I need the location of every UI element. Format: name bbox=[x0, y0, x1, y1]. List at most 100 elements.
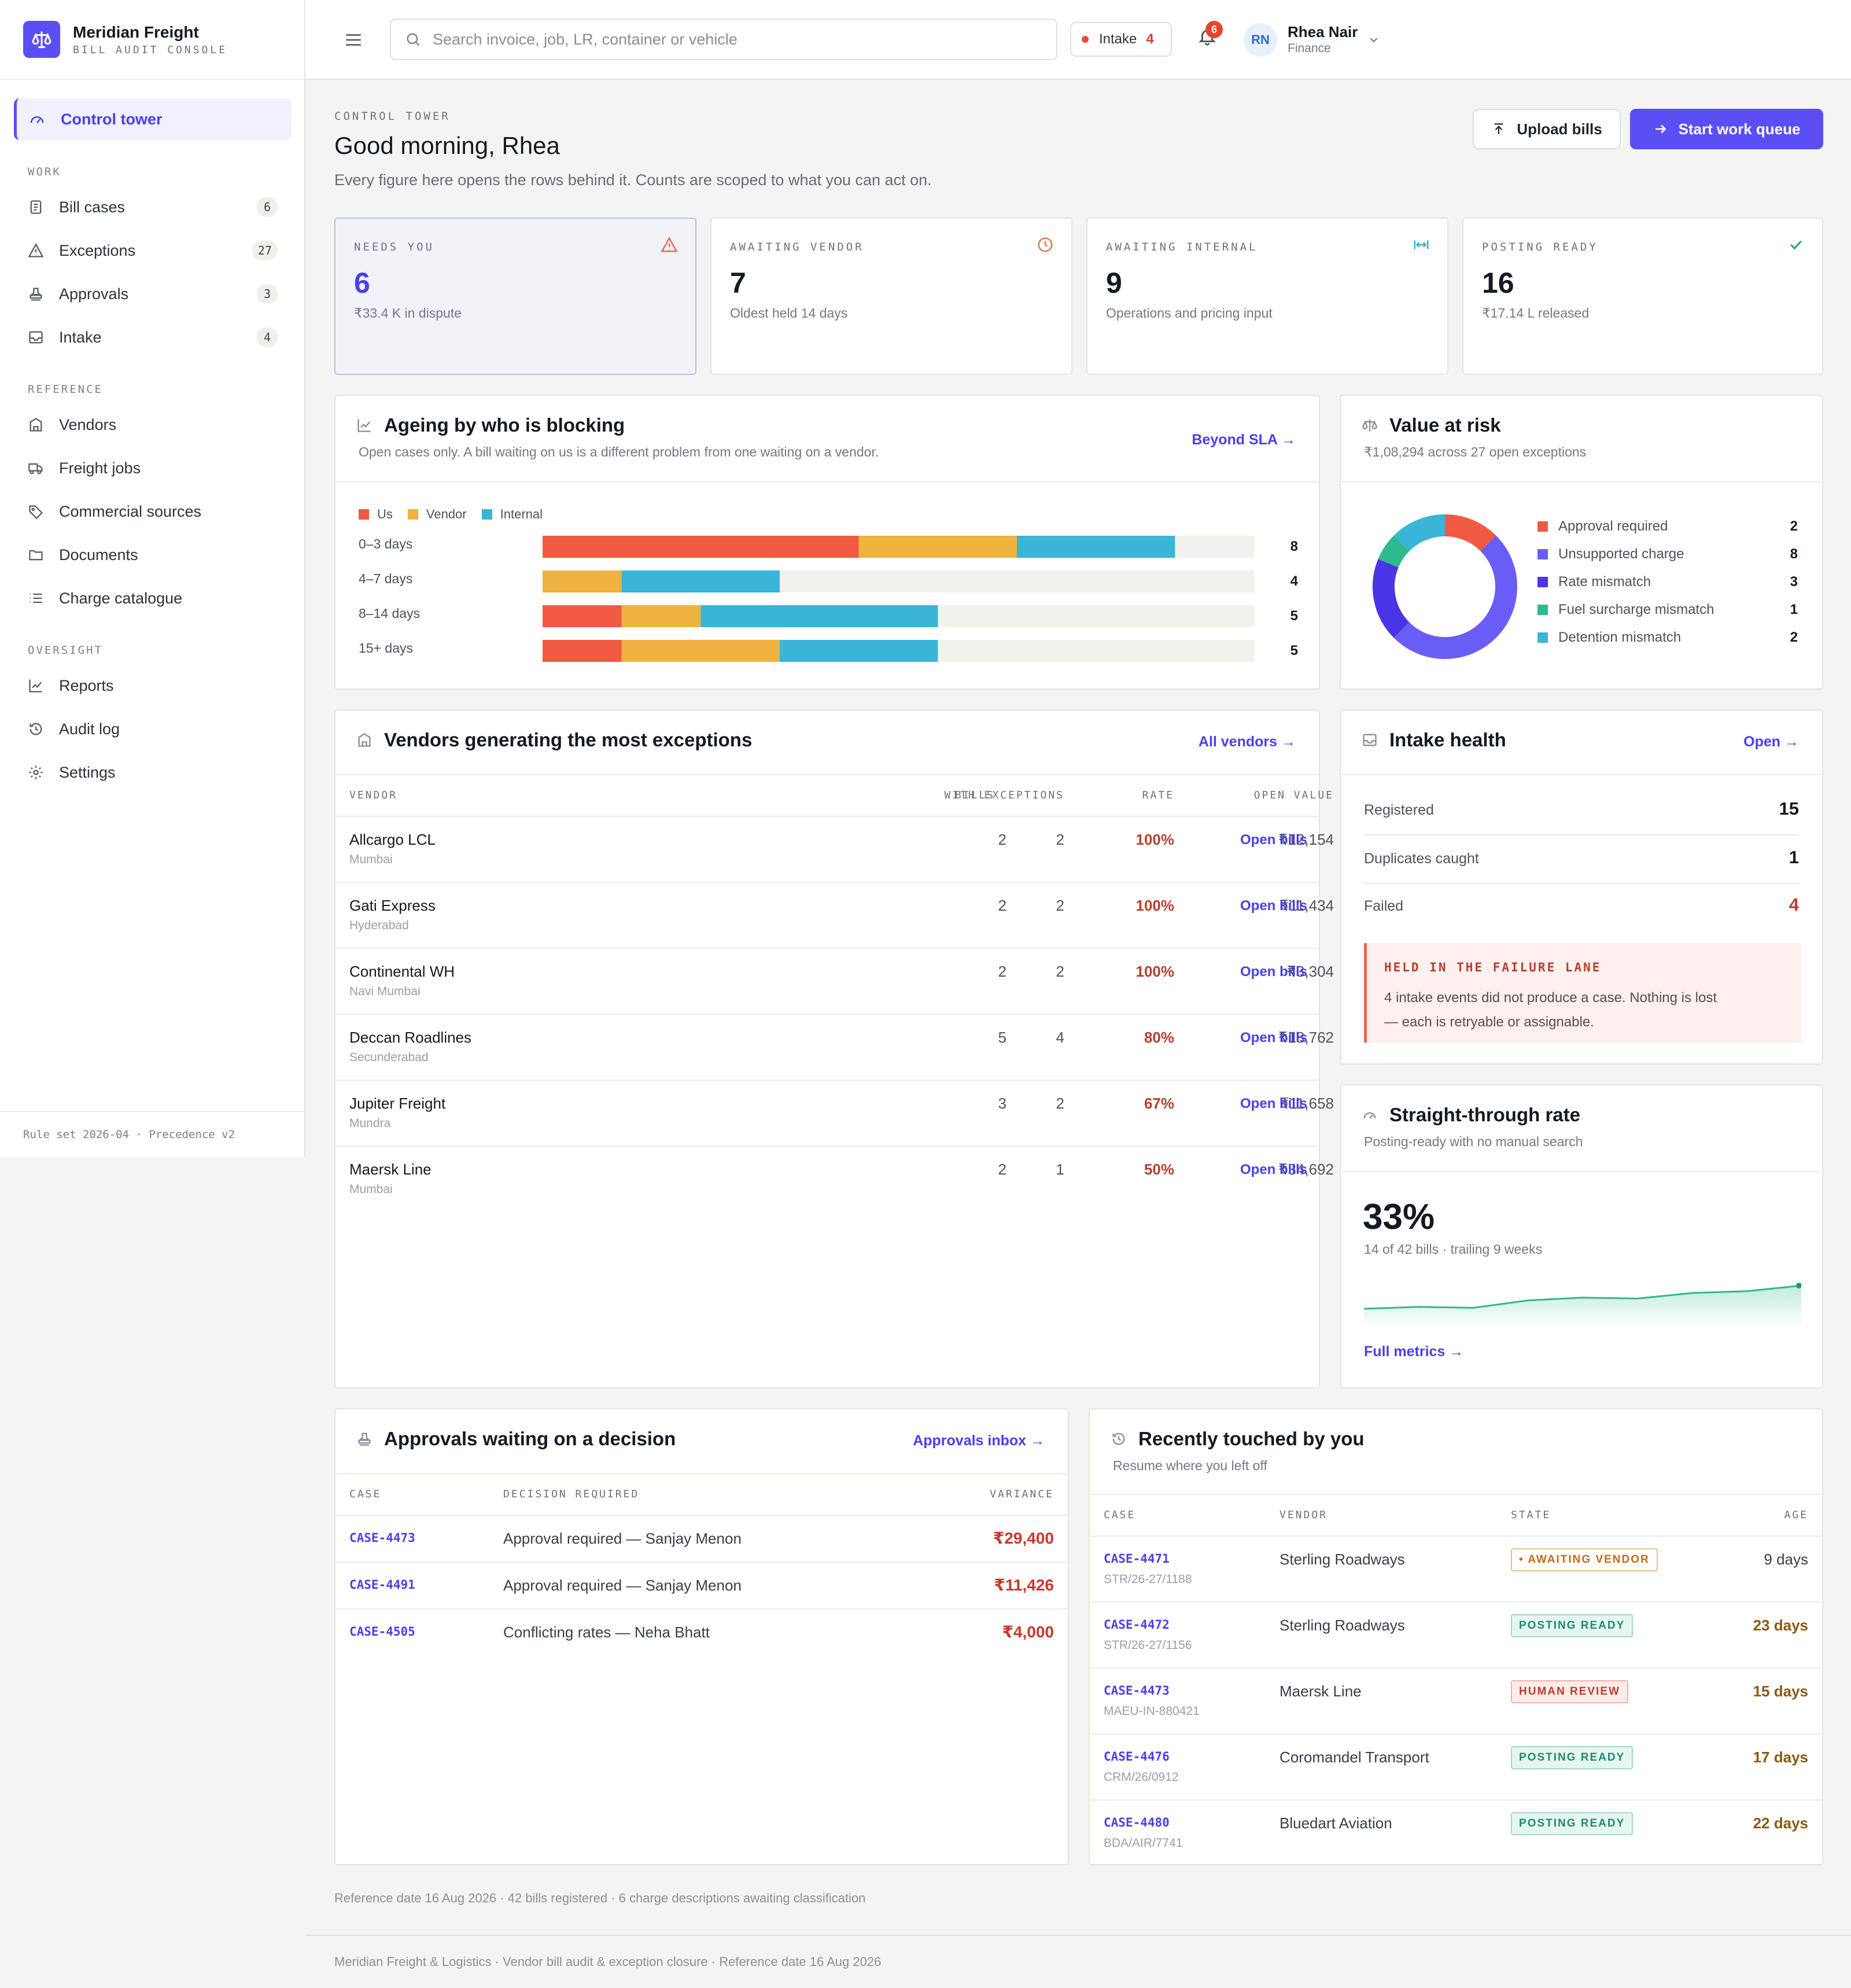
bar-segment-us[interactable] bbox=[543, 536, 859, 558]
legend-item[interactable]: Approval required 2 bbox=[1537, 515, 1798, 538]
start-work-queue-button[interactable]: Start work queue bbox=[1630, 109, 1823, 149]
case-link[interactable]: CASE-4505 bbox=[349, 1625, 415, 1639]
button-label: Start work queue bbox=[1678, 120, 1801, 138]
table-row[interactable]: CASE-4473 Approval required — Sanjay Meno… bbox=[335, 1516, 1068, 1563]
nav-item-control-tower[interactable]: Control tower bbox=[14, 98, 292, 140]
nav-item-exceptions[interactable]: Exceptions 27 bbox=[28, 233, 278, 268]
open-bills-link[interactable]: Open bills bbox=[1240, 1096, 1307, 1111]
open-bills-link[interactable]: Open bills bbox=[1240, 1030, 1307, 1045]
approvals-inbox-link[interactable]: Approvals inbox → bbox=[913, 1433, 1045, 1449]
legend-item[interactable]: Rate mismatch 3 bbox=[1537, 570, 1798, 594]
case-link[interactable]: CASE-4473 bbox=[349, 1531, 415, 1545]
legend-item[interactable]: Unsupported charge 8 bbox=[1537, 543, 1798, 566]
table-row[interactable]: Continental WH Navi Mumbai 2 2 100% ₹3,304 Ope… bbox=[335, 949, 1334, 1015]
donut-slice[interactable] bbox=[1373, 559, 1410, 638]
stat-note: Operations and pricing input bbox=[1106, 305, 1273, 321]
bar-segment-us[interactable] bbox=[543, 640, 622, 662]
case-link[interactable]: CASE-4491 bbox=[349, 1578, 415, 1592]
table-row[interactable]: CASE-4473 MAEU-IN-880421 Maersk Line HUMAN … bbox=[1090, 1669, 1822, 1735]
category-label: 4–7 days bbox=[359, 571, 412, 586]
intake-open-link[interactable]: Open → bbox=[1743, 734, 1799, 750]
donut-slice[interactable] bbox=[1444, 514, 1496, 551]
column-header-bills: BILLS bbox=[954, 789, 995, 801]
vendor-rate: 80% bbox=[1144, 1029, 1174, 1046]
donut-slice[interactable] bbox=[1393, 535, 1517, 659]
bar-segment-vendor[interactable] bbox=[543, 570, 622, 592]
table-row[interactable]: Jupiter Freight Mundra 3 2 67% ₹11,658 Open bi… bbox=[335, 1081, 1334, 1147]
case-link[interactable]: CASE-4473 bbox=[1104, 1684, 1170, 1698]
case-link[interactable]: CASE-4472 bbox=[1104, 1618, 1170, 1632]
table-row[interactable]: Gati Express Hyderabad 2 2 100% ₹11,434 Open b… bbox=[335, 883, 1334, 949]
full-metrics-link[interactable]: Full metrics → bbox=[1364, 1343, 1464, 1360]
nav-item-vendors[interactable]: Vendors bbox=[28, 407, 278, 442]
bar-segment-internal[interactable] bbox=[1017, 536, 1175, 558]
variance-value: ₹29,400 bbox=[993, 1529, 1054, 1547]
sidebar: Meridian Freight BILL AUDIT CONSOLE Cont… bbox=[0, 0, 305, 1157]
stat-card-posting-ready[interactable]: POSTING READY 16 ₹17.14 L released bbox=[1462, 218, 1823, 375]
bar-segment-us[interactable] bbox=[543, 605, 622, 627]
stat-card-awaiting-vendor[interactable]: AWAITING VENDOR 7 Oldest held 14 days bbox=[710, 218, 1072, 375]
nav-item-reports[interactable]: Reports bbox=[28, 668, 278, 703]
search-input[interactable]: Search invoice, job, LR, container or ve… bbox=[390, 19, 1057, 60]
nav-item-approvals[interactable]: Approvals 3 bbox=[28, 277, 278, 311]
upload-bills-button[interactable]: Upload bills bbox=[1473, 109, 1621, 149]
bar-segment-internal[interactable] bbox=[700, 605, 938, 627]
open-bills-link[interactable]: Open bills bbox=[1240, 832, 1307, 848]
alert-text: 4 intake events did not produce a case. … bbox=[1384, 986, 1717, 1035]
table-row[interactable]: Maersk Line Mumbai 2 1 50% ₹34,692 Open bills bbox=[335, 1147, 1334, 1213]
failure-lane-alert[interactable]: HELD IN THE FAILURE LANE 4 intake events… bbox=[1364, 943, 1801, 1043]
nav-item-audit-log[interactable]: Audit log bbox=[28, 712, 278, 746]
nav-item-freight-jobs[interactable]: Freight jobs bbox=[28, 451, 278, 485]
bar-segment-internal[interactable] bbox=[621, 570, 780, 592]
open-bills-link[interactable]: Open bills bbox=[1240, 898, 1307, 914]
all-vendors-link[interactable]: All vendors → bbox=[1198, 734, 1296, 750]
table-row[interactable]: Allcargo LCL Mumbai 2 2 100% ₹12,154 Open bill… bbox=[335, 817, 1334, 883]
case-link[interactable]: CASE-4471 bbox=[1104, 1552, 1170, 1566]
bar-segment-vendor[interactable] bbox=[858, 536, 1017, 558]
case-link[interactable]: CASE-4480 bbox=[1104, 1816, 1170, 1829]
ageing-subtitle: Open cases only. A bill waiting on us is… bbox=[359, 444, 879, 459]
stat-card-awaiting-internal[interactable]: AWAITING INTERNAL 9 Operations and prici… bbox=[1086, 218, 1448, 375]
donut-slice[interactable] bbox=[1393, 514, 1446, 551]
bar-segment-vendor[interactable] bbox=[621, 605, 701, 627]
table-row[interactable]: CASE-4471 STR/26-27/1188 Sterling Roadways… bbox=[1090, 1537, 1822, 1603]
table-row[interactable]: CASE-4480 BDA/AIR/7741 Bluedart Aviation PO… bbox=[1090, 1801, 1822, 1866]
legend-item[interactable]: Fuel surcharge mismatch 1 bbox=[1537, 598, 1798, 621]
menu-icon[interactable] bbox=[344, 30, 363, 53]
open-bills-link[interactable]: Open bills bbox=[1240, 1162, 1307, 1177]
nav-item-bill-cases[interactable]: Bill cases 6 bbox=[28, 190, 278, 224]
nav-item-intake[interactable]: Intake 4 bbox=[28, 320, 278, 355]
legend-value: 2 bbox=[1790, 629, 1798, 645]
open-bills-link[interactable]: Open bills bbox=[1240, 964, 1307, 980]
table-row[interactable]: CASE-4472 STR/26-27/1156 Sterling Roadways… bbox=[1090, 1603, 1822, 1669]
beyond-sla-link[interactable]: Beyond SLA → bbox=[1192, 432, 1296, 448]
nav-item-documents[interactable]: Documents bbox=[28, 538, 278, 572]
nav-item-label: Audit log bbox=[59, 720, 120, 738]
variance-value: ₹11,426 bbox=[994, 1576, 1054, 1594]
chevron-down-icon[interactable] bbox=[1367, 34, 1380, 49]
card-title-text: Value at risk bbox=[1389, 414, 1501, 436]
intake-status-pill[interactable]: Intake 4 bbox=[1070, 22, 1172, 57]
case-link[interactable]: CASE-4476 bbox=[1104, 1750, 1170, 1764]
vendor-name: Sterling Roadways bbox=[1280, 1617, 1405, 1634]
donut-slice[interactable] bbox=[1378, 535, 1410, 568]
nav-item-settings[interactable]: Settings bbox=[28, 755, 278, 790]
nav-item-commercial-sources[interactable]: Commercial sources bbox=[28, 494, 278, 529]
stat-card-needs-you[interactable]: NEEDS YOU 6 ₹33.4 K in dispute bbox=[334, 218, 696, 375]
vendor-city: Mumbai bbox=[349, 853, 393, 866]
nav-item-charge-catalogue[interactable]: Charge catalogue bbox=[28, 581, 278, 616]
table-row[interactable]: CASE-4491 Approval required — Sanjay Meno… bbox=[335, 1563, 1068, 1610]
bar-segment-internal[interactable] bbox=[780, 640, 938, 662]
brand[interactable]: Meridian Freight BILL AUDIT CONSOLE bbox=[0, 0, 304, 80]
vendor-bills: 2 bbox=[998, 897, 1006, 914]
stat-value: 7 bbox=[730, 267, 746, 299]
table-row[interactable]: Deccan Roadlines Secunderabad 5 4 80% ₹18,762… bbox=[335, 1015, 1334, 1081]
avatar[interactable]: RN bbox=[1244, 23, 1277, 57]
sparkline-end-point bbox=[1796, 1283, 1801, 1288]
building-icon bbox=[30, 418, 42, 432]
legend-item[interactable]: Detention mismatch 2 bbox=[1537, 626, 1798, 649]
bar-segment-vendor[interactable] bbox=[621, 640, 780, 662]
user-name[interactable]: Rhea Nair bbox=[1288, 23, 1358, 41]
table-row[interactable]: CASE-4476 CRM/26/0912 Coromandel Transport… bbox=[1090, 1735, 1822, 1801]
table-row[interactable]: CASE-4505 Conflicting rates — Neha Bhatt ₹… bbox=[335, 1610, 1068, 1656]
